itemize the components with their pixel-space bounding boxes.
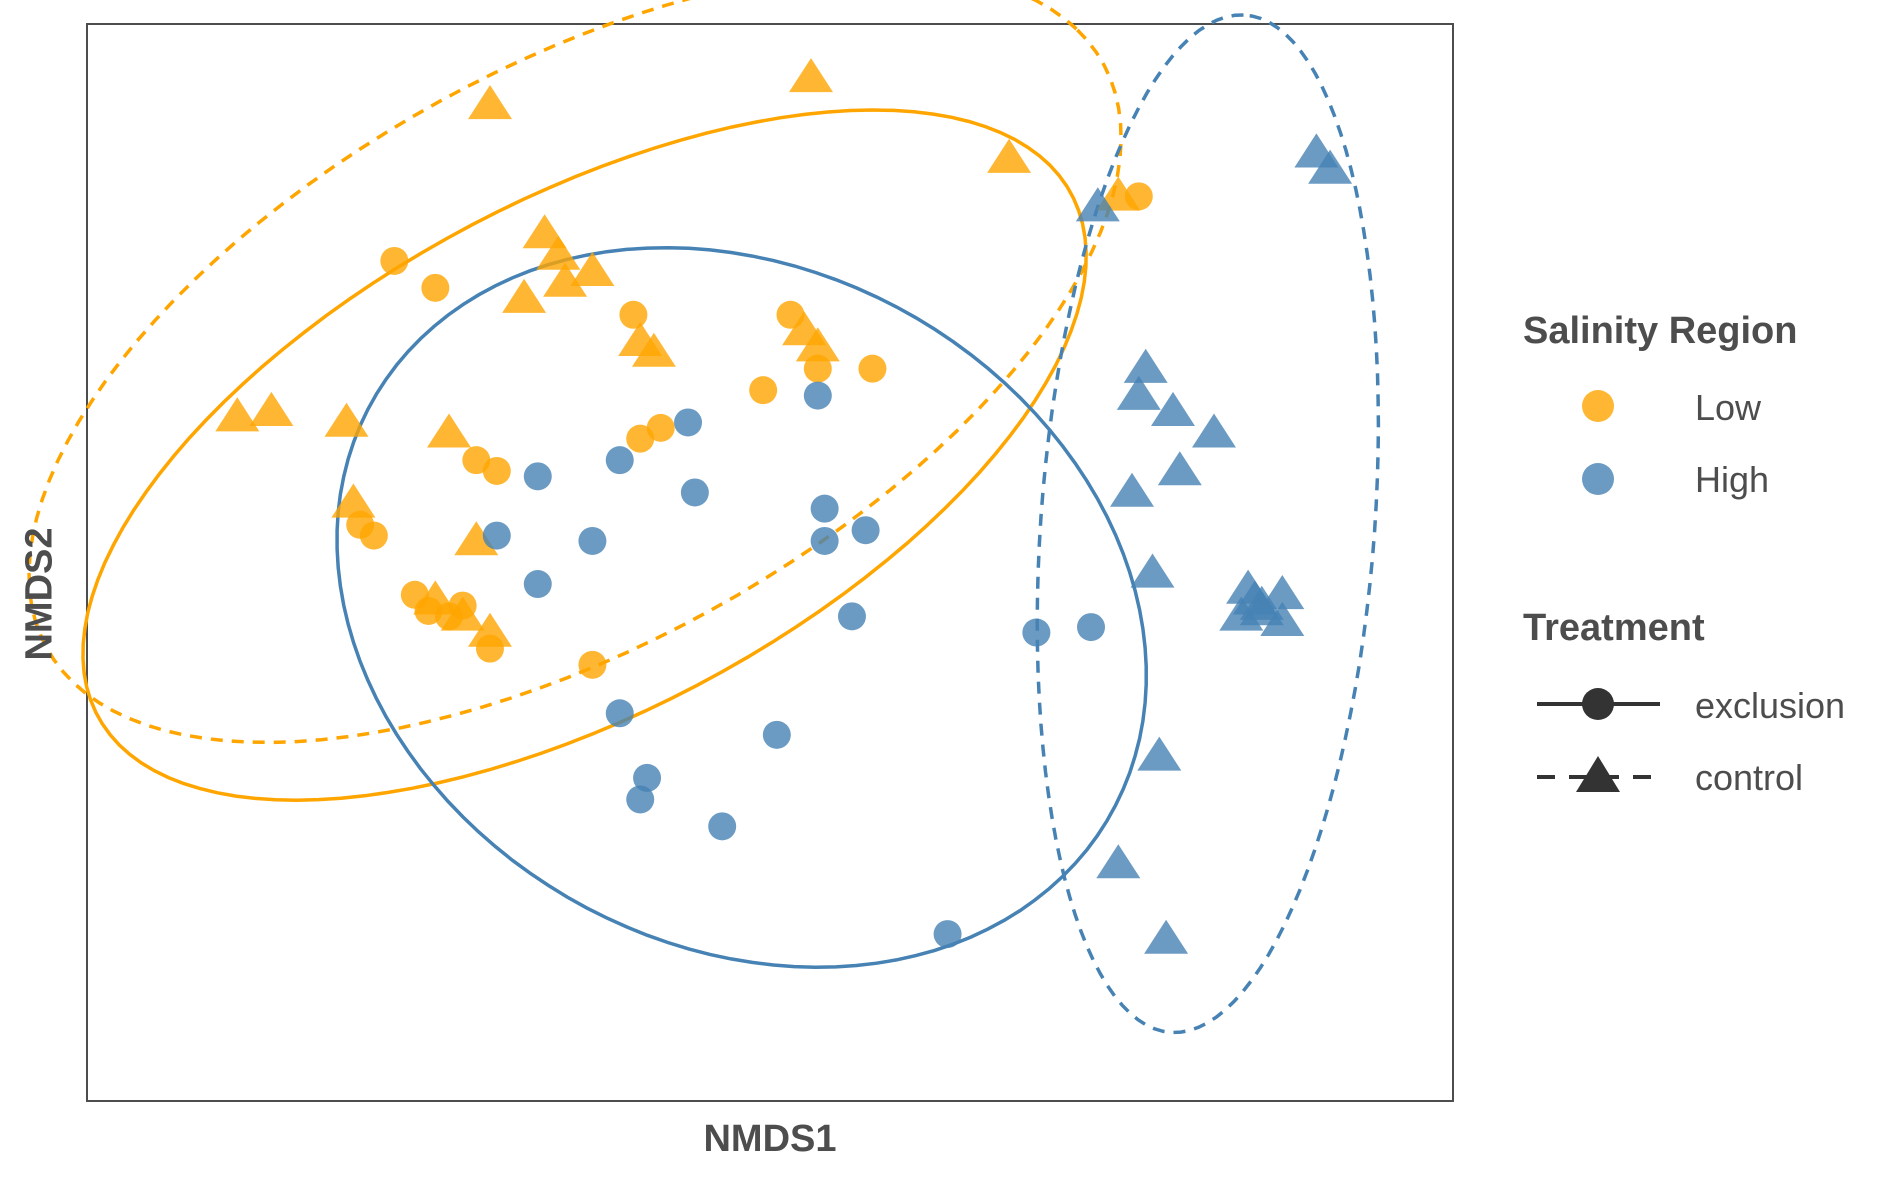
legend-label-exclusion: exclusion [1695, 685, 1846, 726]
point-high-exclusion [605, 446, 634, 475]
point-high-exclusion [837, 602, 866, 631]
point-low-control [795, 327, 840, 362]
point-low-control [324, 402, 369, 437]
point-high-control [1144, 919, 1189, 954]
legend-label-control: control [1695, 757, 1804, 798]
point-high-exclusion [680, 478, 709, 507]
point-high-exclusion [933, 920, 962, 949]
point-low-control [502, 278, 547, 313]
point-high-exclusion [633, 763, 662, 792]
point-low-exclusion [646, 413, 675, 442]
point-high-control [1308, 149, 1353, 184]
point-low-control [331, 483, 376, 518]
point-high-control [1157, 451, 1202, 486]
point-high-exclusion [1077, 613, 1106, 642]
point-high-exclusion [674, 408, 703, 437]
point-low-exclusion [858, 354, 887, 383]
point-high-exclusion [762, 720, 791, 749]
point-low-control [543, 262, 588, 297]
point-high-control [1137, 736, 1182, 771]
point-high-control [1075, 187, 1120, 222]
ellipse-low-exclusion [81, 108, 1088, 802]
point-low-control [468, 612, 512, 647]
point-high-control [1116, 375, 1161, 410]
point-high-exclusion [523, 570, 552, 599]
legend-label-high: High [1695, 459, 1770, 500]
point-high-exclusion [810, 494, 839, 523]
point-low-control [249, 391, 294, 426]
legend-label-low: Low [1695, 387, 1762, 428]
ellipse-high-exclusion [335, 245, 1148, 969]
y-axis-label: NMDS2 [18, 527, 61, 661]
point-low-control [215, 397, 260, 432]
point-low-control [468, 85, 512, 120]
plot-panel [86, 23, 1454, 1102]
point-low-exclusion [578, 650, 607, 679]
point-low-exclusion [462, 446, 491, 475]
point-low-exclusion [749, 376, 778, 405]
point-low-control [522, 214, 567, 249]
point-high-exclusion [851, 516, 880, 545]
point-high-exclusion [523, 462, 552, 491]
point-high-control [1151, 391, 1195, 426]
legend-key-high [1582, 463, 1614, 495]
point-high-exclusion [810, 526, 839, 555]
point-high-exclusion [708, 812, 737, 841]
point-high-exclusion [578, 526, 607, 555]
point-high-control [1130, 553, 1175, 588]
legend-key-control-point [1576, 756, 1620, 792]
point-low-control [413, 580, 458, 615]
point-high-exclusion [482, 521, 511, 550]
points-layer [215, 58, 1353, 954]
x-axis-label: NMDS1 [703, 1118, 837, 1160]
point-low-control [440, 596, 485, 631]
point-low-exclusion [803, 354, 832, 383]
point-low-control [789, 58, 833, 93]
point-low-control [631, 332, 676, 367]
legend-key-exclusion-point [1582, 688, 1614, 720]
legend-title-salinity: Salinity Region [1523, 310, 1798, 352]
point-high-exclusion [626, 785, 655, 814]
point-high-exclusion [803, 381, 832, 410]
point-high-control [1096, 844, 1141, 879]
point-high-control [1219, 596, 1264, 631]
point-high-control [1110, 472, 1154, 507]
ellipse-low-control [27, 0, 1123, 745]
point-low-exclusion [619, 300, 648, 329]
point-low-exclusion [421, 273, 450, 302]
ellipse-high-control [1035, 13, 1381, 1035]
point-low-control [570, 251, 615, 286]
point-low-exclusion [482, 456, 511, 485]
point-high-control [1123, 348, 1168, 383]
point-low-control [987, 138, 1032, 173]
legend-key-low [1582, 390, 1614, 422]
point-low-control [427, 413, 471, 448]
point-high-exclusion [1022, 618, 1051, 647]
ellipse-layer [27, 0, 1381, 1035]
point-low-control [454, 521, 499, 556]
legend-title-treatment: Treatment [1523, 607, 1705, 649]
legend-keys [1537, 390, 1660, 792]
point-high-control [1192, 413, 1236, 448]
point-low-exclusion [359, 521, 388, 550]
point-high-exclusion [605, 699, 634, 728]
point-low-control [536, 235, 581, 270]
point-low-exclusion [626, 424, 655, 453]
point-low-exclusion [380, 246, 409, 275]
